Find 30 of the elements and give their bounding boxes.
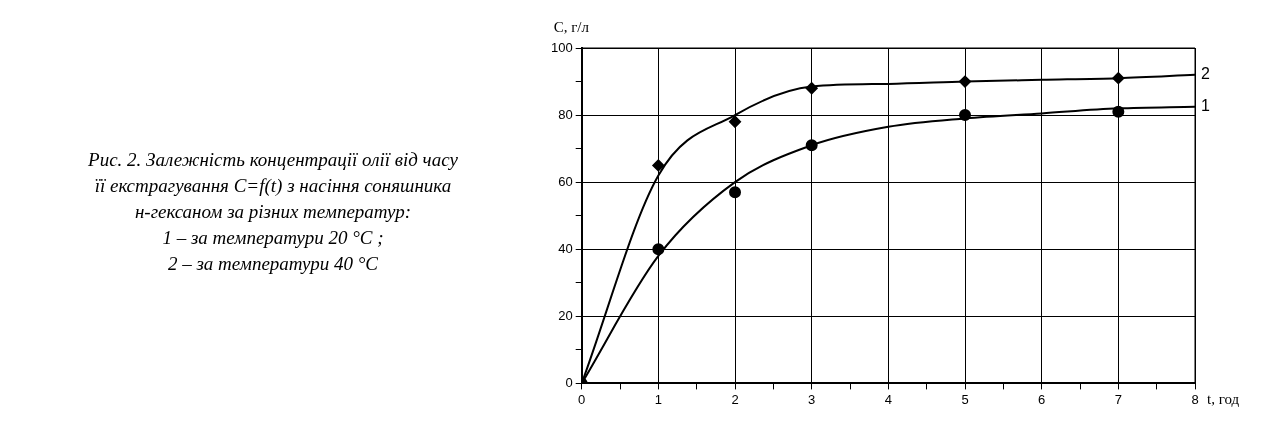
point (652, 243, 665, 256)
x-axis-title: t, год (1207, 390, 1240, 407)
y-tick-label: 0 (565, 374, 573, 390)
point (959, 109, 972, 122)
series-label: 2 (1201, 65, 1210, 83)
x-tick-label: 4 (884, 391, 892, 407)
point (805, 139, 818, 152)
point (1112, 72, 1125, 85)
x-tick-label: 2 (731, 391, 739, 407)
point (959, 75, 972, 88)
x-tick-label: 3 (808, 391, 816, 407)
x-tick-label: 5 (961, 391, 969, 407)
x-tick-label: 0 (578, 391, 586, 407)
x-tick-label: 7 (1114, 391, 1122, 407)
y-tick-label: 20 (558, 307, 573, 323)
y-tick-label: 80 (558, 106, 573, 122)
series-label: 1 (1201, 97, 1210, 115)
point (729, 186, 742, 199)
y-tick-label: 40 (558, 240, 573, 256)
point (1112, 105, 1125, 118)
y-tick-label: 100 (550, 39, 573, 55)
point (652, 159, 665, 172)
point (729, 115, 742, 128)
y-tick-label: 60 (558, 173, 573, 189)
x-tick-label: 6 (1038, 391, 1046, 407)
text: Рис. 2. Залежність концентрації олії від часу її екстрагування C=f(t) з насіння соняшника н-гексаном за різних температур: 1 – за температури 20 °C ; 2 – за температури 40 °C (87, 147, 459, 276)
x-tick-label: 8 (1191, 391, 1199, 407)
y-axis-title: C, г/л (553, 19, 590, 36)
x-tick-label: 1 (654, 391, 662, 407)
point (805, 82, 818, 95)
